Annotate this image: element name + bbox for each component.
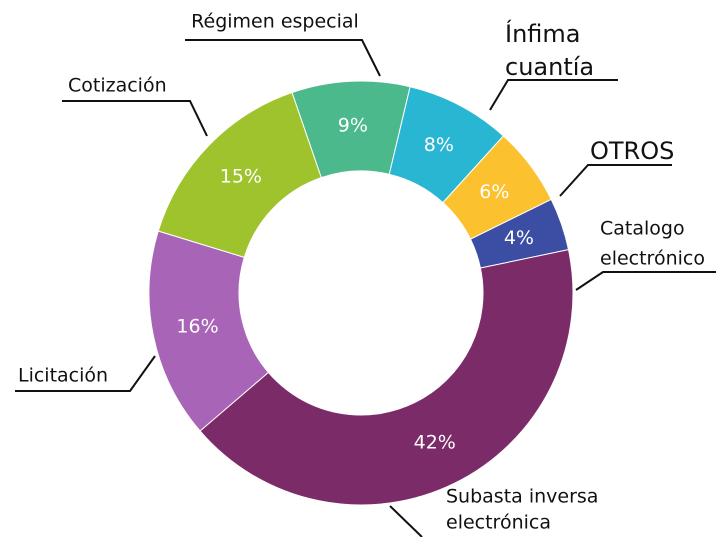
value-label: 9%: [338, 115, 368, 137]
value-label: 8%: [424, 134, 454, 156]
category-label: cuantía: [505, 53, 594, 81]
value-label: 16%: [176, 316, 218, 338]
category-label: Licitación: [18, 365, 108, 387]
category-label: Cotización: [68, 75, 167, 97]
category-label: electrónica: [446, 512, 551, 534]
category-label: electrónico: [600, 248, 705, 270]
category-label: Catalogo: [600, 218, 685, 240]
category-label: Subasta inversa: [446, 486, 598, 508]
leader-line: [185, 39, 381, 77]
leader-line: [575, 271, 716, 291]
donut-slice: [199, 249, 574, 506]
leader-line: [389, 505, 423, 537]
category-label: Ínfima: [505, 19, 581, 48]
value-label: 15%: [220, 165, 262, 187]
leader-line: [489, 79, 618, 111]
donut-slice: [157, 91, 322, 258]
value-label: 6%: [479, 181, 509, 203]
leader-line: [15, 355, 156, 392]
category-label: Régimen especial: [191, 11, 359, 33]
value-label: 4%: [504, 227, 534, 249]
leader-line: [62, 100, 208, 137]
category-label: OTROS: [590, 137, 674, 165]
leader-line: [559, 164, 672, 197]
value-label: 42%: [414, 431, 456, 453]
